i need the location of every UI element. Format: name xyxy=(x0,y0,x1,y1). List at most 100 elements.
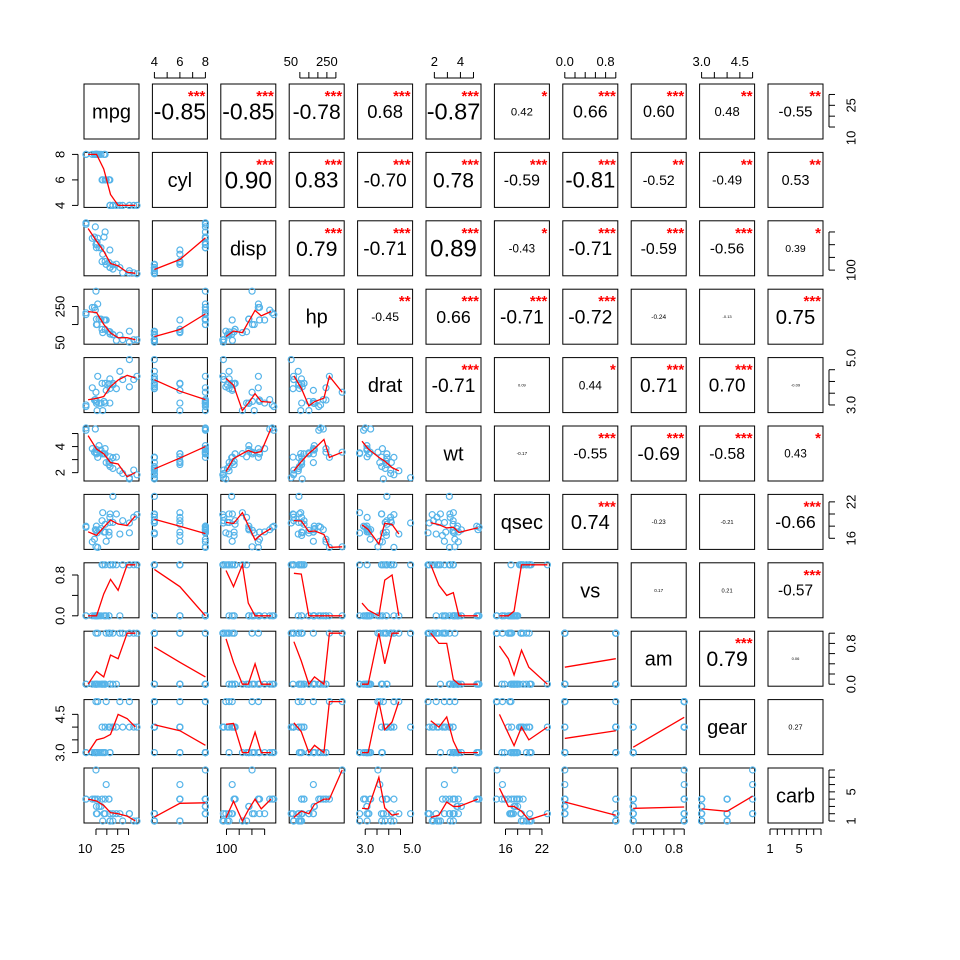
data-point xyxy=(407,519,415,527)
data-point xyxy=(295,510,303,518)
data-point xyxy=(309,399,317,407)
panel-qsec-mpg xyxy=(82,492,141,552)
panel-cyl-qsec: -0.59*** xyxy=(493,151,550,208)
data-point xyxy=(309,444,317,453)
data-point xyxy=(254,453,263,461)
data-point xyxy=(101,399,109,407)
data-point xyxy=(92,810,101,818)
data-point xyxy=(438,795,447,803)
panel-frame xyxy=(83,288,140,345)
significance-stars: *** xyxy=(393,156,411,173)
data-point xyxy=(309,748,317,757)
panel-drat-hp xyxy=(287,356,346,415)
tick-label: 3.0 xyxy=(693,54,711,69)
correlation-value: -0.72 xyxy=(568,307,612,329)
data-point xyxy=(219,372,227,380)
data-point xyxy=(248,543,256,551)
data-point xyxy=(254,300,263,308)
data-point xyxy=(297,407,305,415)
data-point xyxy=(261,399,269,407)
panel-cyl-disp: 0.90*** xyxy=(220,151,277,208)
significance-stars: *** xyxy=(598,156,616,173)
panel-mpg-qsec: 0.42 * xyxy=(493,83,550,140)
data-point xyxy=(356,810,364,818)
tick-label: 50 xyxy=(53,335,68,349)
smooth-line xyxy=(225,722,271,754)
correlation-value: 0.21 xyxy=(722,588,733,594)
data-point xyxy=(449,517,457,525)
data-point xyxy=(101,748,109,757)
panel-frame xyxy=(357,220,414,277)
data-point xyxy=(305,450,313,458)
data-point xyxy=(305,680,313,688)
data-point xyxy=(363,802,371,811)
variable-label-qsec: qsec xyxy=(501,512,543,534)
data-point xyxy=(92,526,101,535)
data-point xyxy=(105,795,113,803)
data-point xyxy=(374,612,382,620)
data-point xyxy=(387,723,395,731)
data-point xyxy=(526,680,534,688)
data-point xyxy=(201,287,209,295)
data-point xyxy=(219,356,227,364)
data-point xyxy=(512,795,521,803)
smooth-line xyxy=(225,309,272,338)
panel-frame xyxy=(425,425,482,482)
significance-stars: *** xyxy=(256,156,274,173)
data-point xyxy=(289,372,298,380)
panel-am-disp xyxy=(219,629,278,688)
data-point xyxy=(507,697,515,706)
data-point xyxy=(433,561,441,569)
smooth-line xyxy=(154,724,206,746)
data-point xyxy=(133,817,141,825)
panel-carb-gear xyxy=(697,766,757,825)
data-point xyxy=(507,561,515,569)
data-point xyxy=(101,810,109,818)
tick-label: 100 xyxy=(216,841,238,856)
smooth-line xyxy=(361,522,400,546)
data-point xyxy=(294,530,302,538)
panel-hp-gear: -0.13 xyxy=(699,288,756,345)
data-point xyxy=(322,448,330,456)
data-point xyxy=(231,450,239,458)
data-point xyxy=(222,383,230,391)
tick-label: 4 xyxy=(53,202,68,209)
data-point xyxy=(612,629,620,637)
data-point xyxy=(287,810,295,818)
data-point xyxy=(105,612,113,620)
smooth-line xyxy=(362,701,400,754)
smooth-line xyxy=(225,797,272,823)
panel-frame xyxy=(357,357,414,414)
tick-label: 3.0 xyxy=(53,744,68,762)
data-point xyxy=(116,612,124,620)
data-point xyxy=(201,810,209,818)
data-point xyxy=(442,528,450,536)
smooth-line xyxy=(430,798,479,818)
panel-mpg-drat: 0.68*** xyxy=(357,83,414,140)
data-point xyxy=(440,561,449,569)
data-point xyxy=(297,509,305,517)
data-point xyxy=(176,817,184,825)
data-point xyxy=(94,300,102,308)
data-point xyxy=(629,802,637,811)
panel-wt-carb: 0.43 * xyxy=(767,425,824,482)
data-point xyxy=(493,766,501,774)
panel-frame xyxy=(83,562,140,619)
correlation-value: -0.81 xyxy=(565,168,615,193)
panel-frame xyxy=(699,83,756,140)
data-point xyxy=(125,338,133,346)
data-point xyxy=(220,561,228,569)
correlation-value: -0.70 xyxy=(364,171,407,192)
data-point xyxy=(93,407,101,415)
tick-label: 8 xyxy=(202,54,209,69)
data-point xyxy=(407,561,415,569)
panel-drat-carb: -0.09 xyxy=(767,357,824,414)
panel-frame xyxy=(83,83,140,140)
data-point xyxy=(109,201,117,209)
data-point xyxy=(454,538,462,546)
panel-disp-mpg xyxy=(82,219,141,278)
data-point xyxy=(92,388,100,396)
data-point xyxy=(242,453,251,461)
data-point xyxy=(697,817,706,825)
data-point xyxy=(429,723,438,731)
